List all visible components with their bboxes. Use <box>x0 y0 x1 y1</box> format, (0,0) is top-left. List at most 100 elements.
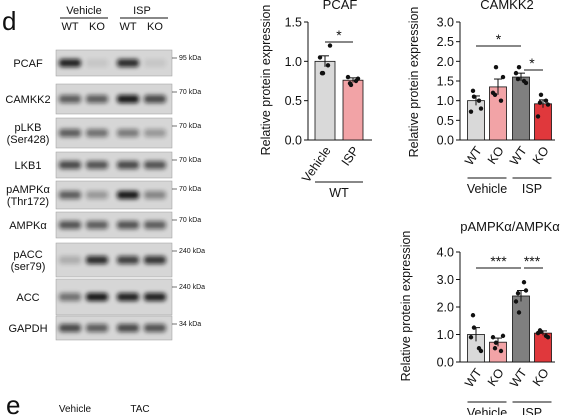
kda-label: 70 kDa <box>179 123 201 130</box>
bar <box>512 295 530 363</box>
blot-label: GAPDH <box>8 323 47 335</box>
y-tick-label: 2.5 <box>437 35 454 49</box>
kda-label: 95 kDa <box>179 55 201 62</box>
data-point <box>355 76 361 81</box>
blot-band <box>144 293 166 301</box>
data-point <box>500 333 506 339</box>
blot-label: ACC <box>16 292 39 304</box>
data-point <box>471 325 477 330</box>
data-point <box>493 340 499 345</box>
significance-label: * <box>529 55 535 71</box>
data-point <box>523 80 529 86</box>
kda-label: 240 kDa <box>179 284 205 291</box>
significance-label: * <box>336 27 342 43</box>
blot-label: (Ser428) <box>7 134 50 146</box>
lane-label: WT <box>119 21 136 33</box>
blot-band <box>117 59 139 67</box>
blot-band <box>144 221 166 229</box>
bar <box>342 79 364 141</box>
x-tick-label: KO <box>530 144 552 167</box>
blot-band <box>117 161 139 169</box>
blot-band <box>117 191 139 199</box>
y-tick-label: 0.0 <box>285 134 302 148</box>
data-point <box>521 280 527 285</box>
data-point <box>492 346 498 351</box>
blot-band <box>117 256 139 264</box>
x-tick-label: KO <box>530 366 552 389</box>
blot-label: pACC <box>13 249 42 261</box>
y-axis-label: Relative protein expression <box>259 5 273 156</box>
data-point <box>493 65 499 70</box>
condition-label: ISP <box>133 5 151 17</box>
blot-band <box>86 191 108 199</box>
group-label: ISP <box>522 406 542 415</box>
bar <box>489 86 507 141</box>
data-point <box>545 335 551 340</box>
blot-band <box>86 129 108 137</box>
lane-label: WT <box>61 21 78 33</box>
x-tick-label: WT <box>462 144 485 168</box>
y-tick-label: 4.0 <box>437 246 454 260</box>
data-point <box>500 74 506 80</box>
blot-band <box>117 324 139 332</box>
blot-label: pAMPKα <box>6 184 50 196</box>
blot-band <box>144 95 166 103</box>
x-tick-label: ISP <box>339 144 362 169</box>
blot-label: CAMKK2 <box>5 94 50 106</box>
y-axis-label: Relative protein expression <box>407 7 421 158</box>
y-tick-label: 1.5 <box>437 75 454 89</box>
blot-band <box>117 129 139 137</box>
blot-band <box>117 221 139 229</box>
kda-label: 70 kDa <box>179 186 201 193</box>
y-tick-label: 2.0 <box>437 55 454 69</box>
data-point <box>470 88 476 94</box>
error-bar <box>349 77 357 83</box>
data-point <box>490 335 496 340</box>
data-point <box>468 335 474 340</box>
data-point <box>478 348 484 354</box>
blot-band <box>86 324 108 332</box>
x-tick-label: WT <box>507 366 530 390</box>
data-point <box>476 98 482 103</box>
error-bar <box>494 78 502 95</box>
data-point <box>515 291 521 296</box>
kda-label: 70 kDa <box>179 157 201 164</box>
blot-band <box>59 324 81 332</box>
data-point <box>543 98 549 103</box>
error-bar <box>517 72 525 81</box>
panel-label: d <box>2 6 16 36</box>
blot-band <box>59 191 81 199</box>
blot-band <box>86 161 108 169</box>
data-point <box>498 348 504 354</box>
y-tick-label: 0.0 <box>437 134 454 148</box>
condition-label: Vehicle <box>59 404 92 415</box>
significance-label: * <box>496 31 502 47</box>
y-tick-label: 3.0 <box>437 16 454 30</box>
y-tick-label: 1.0 <box>437 328 454 342</box>
group-label: ISP <box>522 182 542 196</box>
data-point <box>538 92 544 97</box>
data-point <box>545 102 551 107</box>
blot-label: AMPKα <box>9 220 47 232</box>
y-axis-label: Relative protein expression <box>399 231 413 382</box>
blot-band <box>86 59 108 67</box>
data-point <box>319 70 325 76</box>
group-label: Vehicle <box>467 406 507 415</box>
x-tick-label: WT <box>507 144 530 168</box>
kda-label: 70 kDa <box>179 217 201 224</box>
data-point <box>492 92 498 97</box>
data-point <box>537 328 543 333</box>
blot-band <box>144 129 166 137</box>
blot-band <box>59 293 81 301</box>
condition-label: Vehicle <box>66 5 101 17</box>
data-point <box>471 94 477 99</box>
kda-label: 240 kDa <box>179 248 205 255</box>
data-point <box>325 63 331 68</box>
data-point <box>468 109 474 114</box>
chart-title: PCAF <box>323 0 358 12</box>
data-point <box>478 106 484 111</box>
data-point <box>537 100 543 105</box>
blot-band <box>59 129 81 137</box>
blot-band <box>59 59 81 67</box>
